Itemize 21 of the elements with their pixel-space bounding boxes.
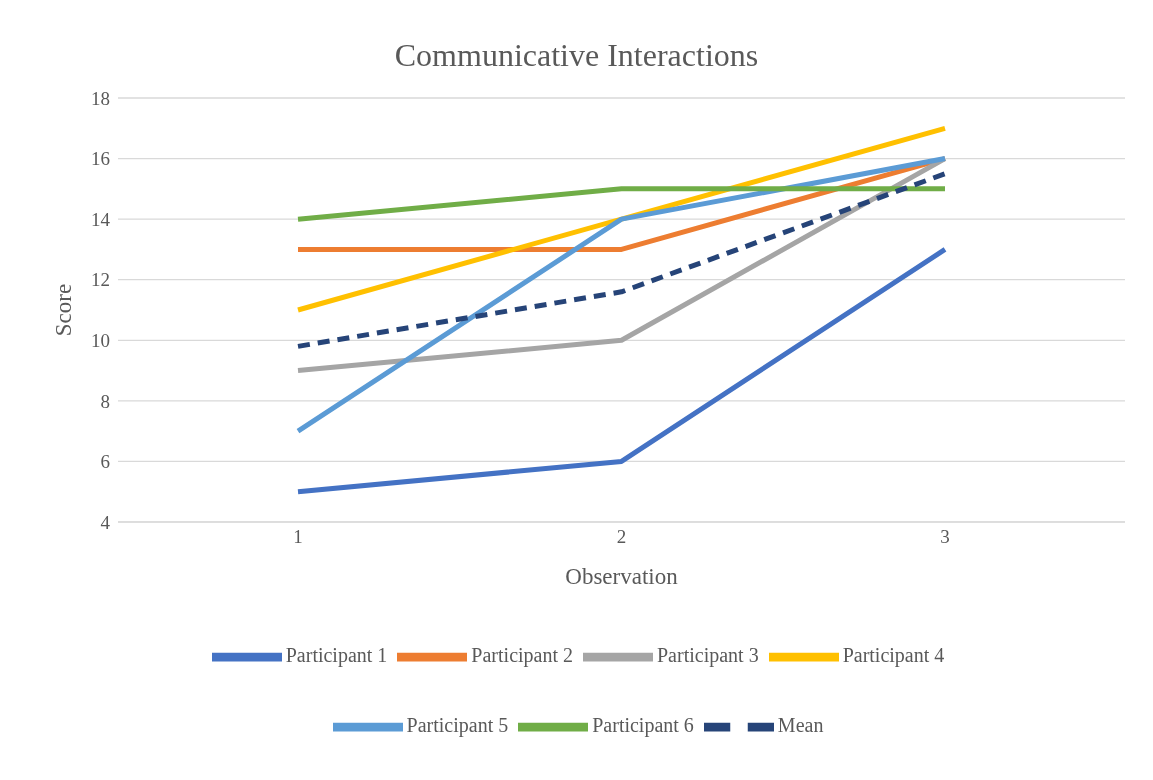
y-tick-label: 12 xyxy=(91,269,110,291)
x-tick-label: 1 xyxy=(293,526,303,548)
x-axis-title: Observation xyxy=(565,564,679,589)
legend-label: Participant 3 xyxy=(657,643,759,666)
legend-label: Participant 5 xyxy=(406,713,509,736)
y-axis-title: Score xyxy=(51,283,77,337)
legend-label: Participant 6 xyxy=(592,713,694,736)
x-tick-label: 3 xyxy=(940,526,950,548)
y-tick-label: 8 xyxy=(100,390,110,412)
legend-label: Mean xyxy=(777,713,824,736)
legend-label: Participant 2 xyxy=(471,643,573,666)
x-tick-label: 2 xyxy=(616,526,627,548)
y-tick-label: 4 xyxy=(100,511,111,533)
y-tick-label: 6 xyxy=(100,451,110,473)
y-tick-label: 18 xyxy=(91,87,110,109)
y-tick-label: 10 xyxy=(91,330,110,352)
legend-label: Participant 4 xyxy=(842,643,945,666)
legend-label: Participant 1 xyxy=(285,643,388,666)
chart-title: Communicative Interactions xyxy=(394,37,759,73)
y-tick-label: 14 xyxy=(91,208,111,230)
y-tick-label: 16 xyxy=(91,148,110,170)
